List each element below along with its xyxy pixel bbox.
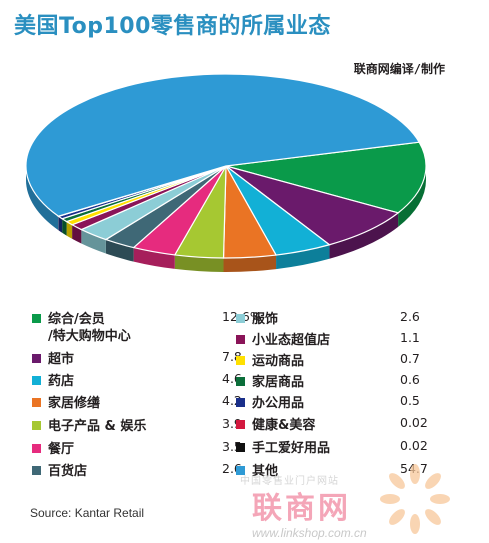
- legend-item-3: 家居修缮: [32, 392, 100, 411]
- legend-value-7: 2.6: [400, 309, 420, 324]
- legend-label-5: 餐厅: [48, 442, 75, 457]
- legend-item-8: 小业态超值店: [236, 329, 330, 348]
- legend-item-13: 手工爱好用品: [236, 437, 330, 456]
- legend-swatch-1: [32, 354, 41, 363]
- pie-chart: [25, 73, 427, 272]
- legend-label-3: 家居修缮: [48, 396, 101, 411]
- legend-swatch-12: [236, 420, 245, 429]
- watermark-url: www.linkshop.com.cn: [252, 526, 367, 540]
- legend-swatch-5: [32, 444, 41, 453]
- legend-label-9: 运动商品: [252, 354, 305, 369]
- legend-item-4: 电子产品 & 娱乐: [32, 415, 146, 434]
- legend-item-1: 超市: [32, 348, 74, 367]
- pie-slice-side-10: [62, 218, 67, 236]
- pie-slice-side-7: [81, 229, 106, 254]
- legend-label-14: 其他: [252, 464, 279, 479]
- legend-swatch-10: [236, 377, 245, 386]
- legend-label-10: 家居商品: [252, 375, 305, 390]
- legend-label-4: 电子产品 & 娱乐: [48, 419, 147, 434]
- legend-item-0: 综合/会员/特大购物中心: [32, 308, 131, 347]
- legend-value-9: 0.7: [400, 351, 420, 366]
- watermark-logo: 联商网: [252, 491, 351, 526]
- legend-value-13: 0.02: [400, 438, 428, 453]
- legend-item-9: 运动商品: [236, 350, 304, 369]
- chart-title: 美国Top100零售商的所属业态: [14, 14, 331, 39]
- pie-slice-side-0: [398, 166, 426, 227]
- legend-swatch-2: [32, 376, 41, 385]
- legend-label-6: 百货店: [48, 464, 88, 479]
- legend-item-14: 其他: [236, 460, 278, 479]
- legend-label-12: 健康&美容: [252, 418, 316, 433]
- legend-swatch-0: [32, 314, 41, 323]
- legend-label-7: 服饰: [252, 312, 279, 327]
- pie-slice-side-6: [105, 239, 134, 262]
- pie-slice-side-14: [26, 166, 59, 231]
- legend-label-8: 小业态超值店: [252, 333, 331, 348]
- pie-slice-side-11: [58, 216, 63, 233]
- watermark-tagline: 中国零售业门户网站: [240, 476, 339, 487]
- legend-swatch-14: [236, 466, 245, 475]
- legend-swatch-11: [236, 398, 245, 407]
- legend-swatch-13: [236, 443, 245, 452]
- legend-value-12: 0.02: [400, 415, 428, 430]
- legend-label-11: 办公用品: [252, 396, 305, 411]
- legend-item-6: 百货店: [32, 460, 87, 479]
- legend-label-13: 手工爱好用品: [252, 441, 331, 456]
- legend-swatch-4: [32, 421, 41, 430]
- legend-value-11: 0.5: [400, 393, 420, 408]
- legend-item-7: 服饰: [236, 308, 278, 327]
- legend-value-10: 0.6: [400, 372, 420, 387]
- legend-swatch-3: [32, 398, 41, 407]
- legend-swatch-6: [32, 466, 41, 475]
- legend-value-8: 1.1: [400, 330, 420, 345]
- legend-label-0: 综合/会员/特大购物中心: [48, 312, 131, 344]
- pie-slice-side-9: [66, 221, 73, 239]
- pie-slice-side-2: [276, 244, 330, 270]
- pie-slice-side-8: [72, 224, 82, 244]
- legend-item-5: 餐厅: [32, 438, 74, 457]
- legend-swatch-8: [236, 335, 245, 344]
- pie-slice-1: [225, 165, 400, 246]
- credit-text: 联商网编译/制作: [353, 62, 445, 76]
- legend-item-12: 健康&美容: [236, 414, 315, 433]
- pie-slice-side-3: [223, 255, 277, 272]
- legend-swatch-9: [236, 356, 245, 365]
- legend-item-2: 药店: [32, 370, 74, 389]
- legend-label-2: 药店: [48, 374, 75, 389]
- legend-swatch-7: [236, 314, 245, 323]
- legend-label-1: 超市: [48, 352, 75, 367]
- legend-item-11: 办公用品: [236, 392, 304, 411]
- pie-slice-side-5: [133, 247, 175, 269]
- legend-item-10: 家居商品: [236, 371, 304, 390]
- watermark-sun-icon: [380, 464, 450, 534]
- pie-slice-side-4: [174, 254, 224, 272]
- source-note: Source: Kantar Retail: [30, 506, 145, 520]
- pie-slice-14: [25, 73, 421, 217]
